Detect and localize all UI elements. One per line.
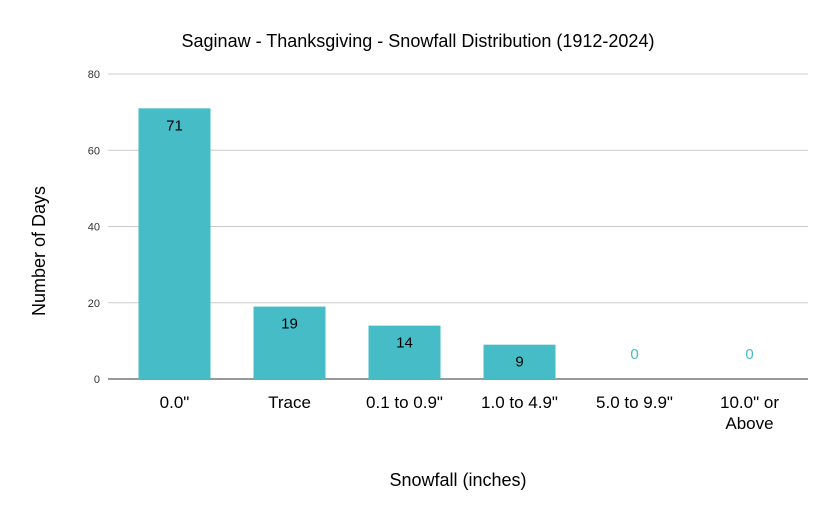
- data-label: 9: [515, 354, 523, 371]
- y-tick-label: 60: [88, 145, 100, 157]
- data-label: 14: [396, 335, 413, 352]
- x-tick-label: Above: [725, 414, 773, 433]
- data-label: 19: [281, 316, 298, 333]
- x-tick-label: 0.1 to 0.9": [366, 393, 443, 412]
- bar: [483, 344, 556, 379]
- y-tick-label: 80: [88, 69, 100, 81]
- x-tick-label: 5.0 to 9.9": [596, 393, 673, 412]
- bar: [138, 108, 211, 379]
- data-label: 0: [630, 346, 638, 363]
- x-tick-label: 0.0": [160, 393, 190, 412]
- data-label: 71: [166, 117, 183, 134]
- x-tick-label: Trace: [268, 393, 311, 412]
- y-tick-label: 40: [88, 222, 100, 234]
- chart-title: Saginaw - Thanksgiving - Snowfall Distri…: [182, 31, 655, 51]
- x-tick-label: 1.0 to 4.9": [481, 393, 558, 412]
- x-axis-label: Snowfall (inches): [389, 470, 526, 490]
- y-axis-label: Number of Days: [29, 186, 49, 316]
- bar: [368, 325, 441, 379]
- y-tick-label: 0: [94, 374, 100, 386]
- x-tick-label: 10.0" or: [720, 393, 779, 412]
- bar: [253, 306, 326, 379]
- data-label: 0: [745, 346, 753, 363]
- y-tick-label: 20: [88, 298, 100, 310]
